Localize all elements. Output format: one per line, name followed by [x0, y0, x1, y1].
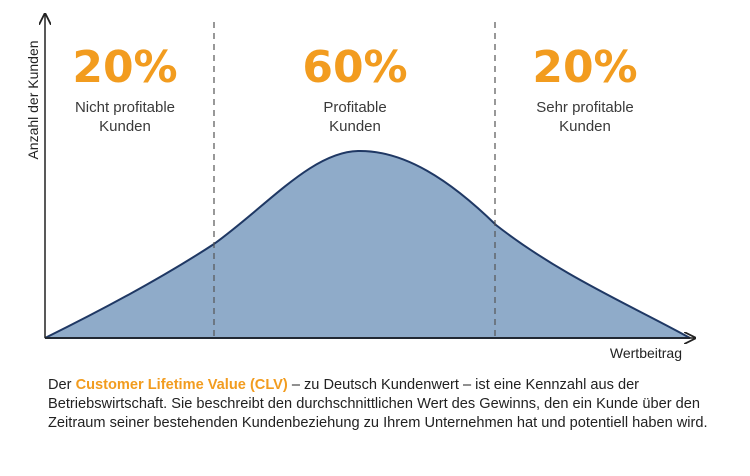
segment-label-line: Sehr profitable: [536, 99, 634, 116]
caption-prefix: Der: [48, 377, 76, 393]
clv-description: Der Customer Lifetime Value (CLV) – zu D…: [48, 376, 728, 433]
x-axis-label: Wertbeitrag: [610, 345, 682, 361]
segment-label-line: Kunden: [329, 118, 381, 135]
segment-label-line: Kunden: [559, 118, 611, 135]
y-axis-label: Anzahl der Kunden: [25, 40, 41, 159]
segment-percent-nicht-profitable: 20%: [72, 42, 177, 93]
segment-label-line: Kunden: [99, 118, 151, 135]
clv-term-highlight: Customer Lifetime Value (CLV): [75, 377, 288, 393]
segment-label-line: Nicht profitable: [75, 99, 175, 116]
caption-text: – zu Deutsch Kundenwert – ist eine Kennz…: [48, 377, 708, 431]
distribution-area: [44, 149, 691, 339]
customer-distribution-chart: Anzahl der Kunden Wertbeitrag 20% Nicht …: [25, 0, 750, 361]
segment-percent-profitable: 60%: [302, 42, 407, 93]
segment-percent-sehr-profitable: 20%: [532, 42, 637, 93]
segment-label-line: Profitable: [323, 99, 386, 116]
